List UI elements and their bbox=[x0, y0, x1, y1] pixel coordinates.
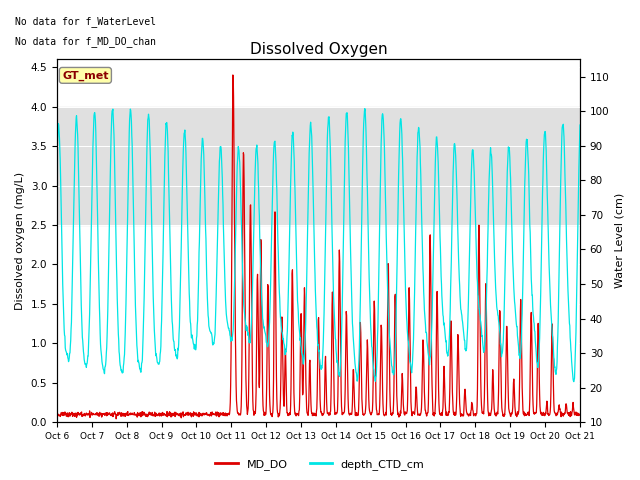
Legend: MD_DO, depth_CTD_cm: MD_DO, depth_CTD_cm bbox=[211, 455, 429, 474]
Text: No data for f_MD_DO_chan: No data for f_MD_DO_chan bbox=[15, 36, 156, 47]
Y-axis label: Water Level (cm): Water Level (cm) bbox=[615, 193, 625, 288]
Bar bbox=[57, 107, 580, 225]
Text: GT_met: GT_met bbox=[62, 70, 109, 81]
Title: Dissolved Oxygen: Dissolved Oxygen bbox=[250, 42, 387, 57]
Text: No data for f_WaterLevel: No data for f_WaterLevel bbox=[15, 16, 156, 27]
Y-axis label: Dissolved oxygen (mg/L): Dissolved oxygen (mg/L) bbox=[15, 172, 25, 310]
